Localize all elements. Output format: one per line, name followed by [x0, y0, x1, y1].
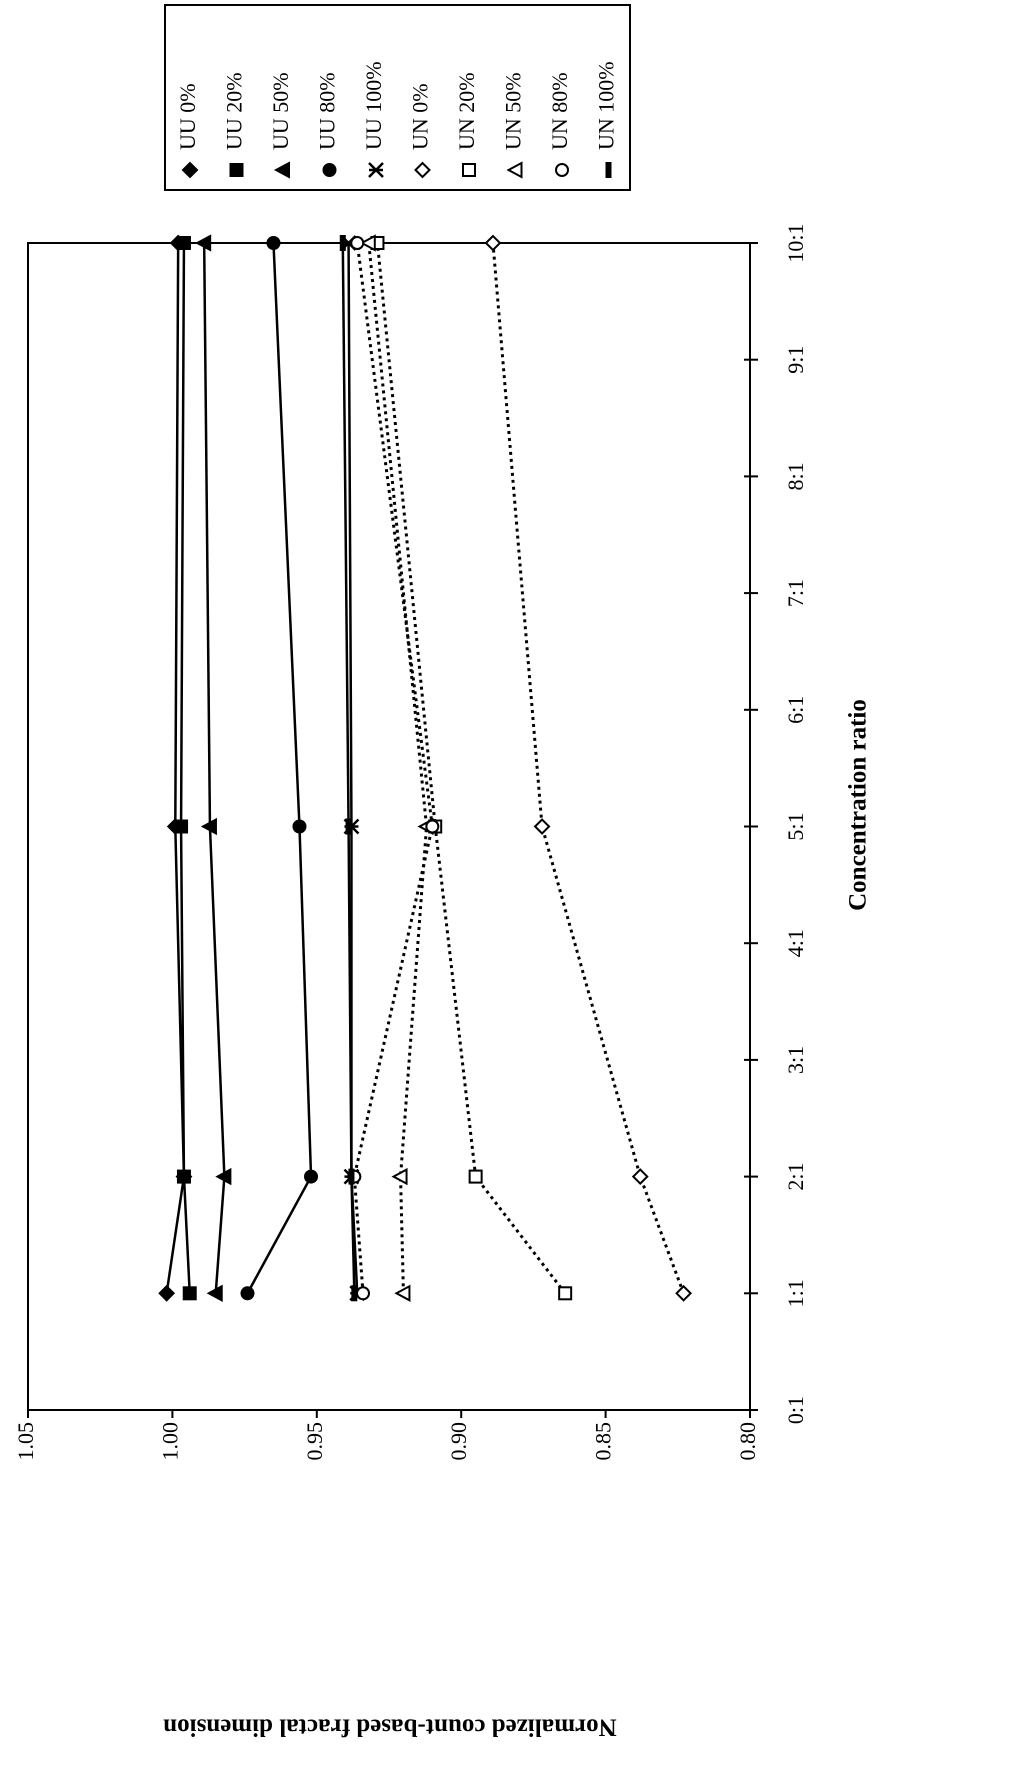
marker — [396, 1286, 409, 1300]
marker — [351, 237, 363, 249]
legend-label: UU 80% — [315, 72, 340, 150]
legend-marker — [607, 163, 611, 177]
legend-label: UU 100% — [361, 61, 386, 150]
legend-label: UU 20% — [222, 72, 247, 150]
legend-label: UN 50% — [501, 72, 526, 150]
x-axis-title: Concentration ratio — [845, 699, 872, 911]
y-tick-label: 0.80 — [735, 1422, 760, 1461]
legend-label: UN 100% — [594, 61, 619, 150]
legend-label: UU 50% — [268, 72, 293, 150]
legend-label: UU 0% — [175, 83, 200, 150]
marker — [349, 1170, 353, 1184]
series-line — [204, 243, 224, 1293]
rotated-chart: Normalized count-based fractal dimension… — [13, 5, 872, 1740]
x-tick-label: 7:1 — [783, 579, 808, 607]
marker — [305, 1171, 317, 1183]
x-tick-label: 10:1 — [783, 223, 808, 262]
plot-frame — [28, 243, 750, 1410]
x-tick-label: 4:1 — [783, 929, 808, 957]
x-tick-label: 8:1 — [783, 462, 808, 490]
y-tick-label: 0.95 — [302, 1422, 327, 1461]
x-tick-label: 5:1 — [783, 812, 808, 840]
marker — [347, 820, 351, 834]
marker — [267, 237, 279, 249]
marker — [633, 1170, 647, 1184]
legend-label: UN 20% — [454, 72, 479, 150]
marker — [559, 1287, 571, 1299]
legend-marker — [463, 164, 475, 176]
marker — [357, 1287, 369, 1299]
marker — [535, 820, 549, 834]
marker — [341, 236, 345, 250]
legend-marker — [231, 164, 243, 176]
series-line — [247, 243, 311, 1293]
marker — [426, 821, 438, 833]
legend-label: UN 80% — [547, 72, 572, 150]
x-tick-label: 1:1 — [783, 1279, 808, 1307]
marker — [293, 821, 305, 833]
marker — [677, 1286, 691, 1300]
series-line — [349, 243, 358, 1293]
x-tick-label: 0:1 — [783, 1396, 808, 1424]
x-tick-label: 3:1 — [783, 1046, 808, 1074]
y-tick-label: 1.05 — [13, 1422, 38, 1461]
page: Normalized count-based fractal dimension… — [0, 0, 1012, 1775]
marker — [178, 1171, 190, 1183]
y-axis-title: Normalized count-based fractal dimension — [163, 1713, 617, 1740]
x-tick-label: 2:1 — [783, 1163, 808, 1191]
x-tick-label: 6:1 — [783, 696, 808, 724]
marker — [486, 236, 500, 250]
y-tick-label: 0.85 — [591, 1422, 616, 1461]
marker — [352, 1286, 356, 1300]
marker — [184, 1287, 196, 1299]
y-tick-label: 0.90 — [446, 1422, 471, 1461]
y-tick-label: 1.00 — [157, 1422, 182, 1461]
legend-marker — [324, 164, 336, 176]
marker — [178, 237, 190, 249]
legend-marker — [556, 164, 568, 176]
marker — [160, 1286, 174, 1300]
marker — [470, 1171, 482, 1183]
legend-label: UN 0% — [408, 83, 433, 150]
marker — [241, 1287, 253, 1299]
marker — [175, 821, 187, 833]
x-tick-label: 9:1 — [783, 346, 808, 374]
series-line — [493, 243, 684, 1293]
